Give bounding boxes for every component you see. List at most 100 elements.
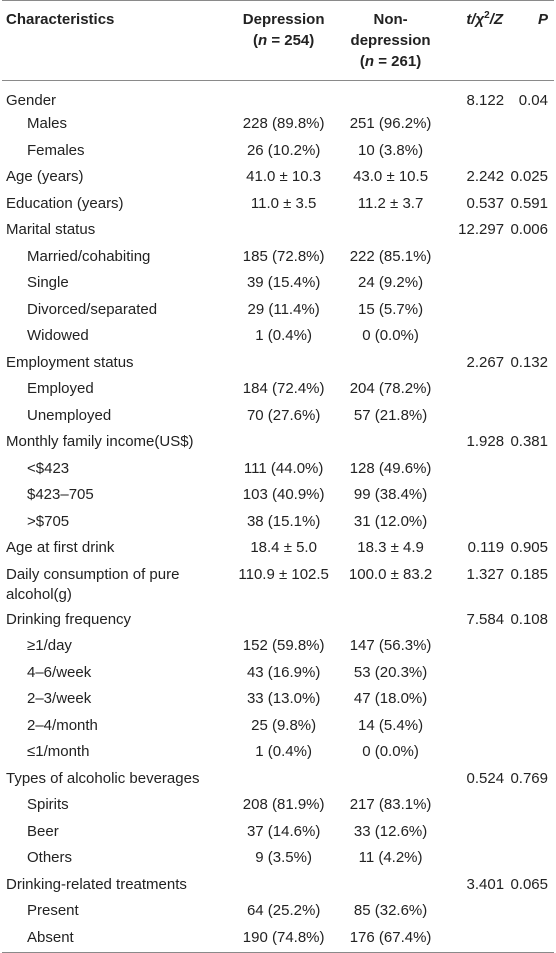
statistic-value (448, 403, 504, 430)
statistic-value (448, 845, 504, 872)
depression-value: 103 (40.9%) (242, 486, 325, 503)
depression-value: 152 (59.8%) (242, 637, 325, 654)
row-label: Beer (27, 822, 59, 840)
table-row: ≥1/day 152 (59.8%) 147 (56.3%) (2, 633, 554, 660)
row-label: ≤1/month (27, 743, 90, 760)
depression-value (234, 217, 333, 244)
p-value (504, 111, 554, 138)
table-row: >$705 38 (15.1%) 31 (12.0%) (2, 509, 554, 536)
depression-value (234, 350, 333, 377)
depression-value: 184 (72.4%) (242, 380, 325, 397)
statistic-value: 7.584 (466, 610, 505, 628)
depression-value: 1 (0.4%) (255, 743, 312, 760)
non-depression-value: 31 (12.0%) (353, 512, 428, 530)
table-row: Absent 190 (74.8%) 176 (67.4%) (2, 925, 554, 953)
statistic-value (448, 456, 504, 483)
p-value (504, 898, 554, 925)
p-value (504, 138, 554, 165)
row-label: 4–6/week (27, 663, 92, 681)
header-statistic-a: t/χ (466, 11, 485, 28)
p-value (504, 925, 554, 953)
p-value: 0.04 (518, 92, 548, 109)
p-value (504, 297, 554, 324)
statistic-value: 3.401 (466, 875, 505, 893)
p-value (504, 739, 554, 766)
table-row: Employed 184 (72.4%) 204 (78.2%) (2, 376, 554, 403)
table-row: Present 64 (25.2%) 85 (32.6%) (2, 898, 554, 925)
statistic-value: 8.122 (466, 92, 505, 109)
non-depression-value: 128 (49.6%) (349, 459, 432, 477)
statistic-value: 2.242 (466, 168, 505, 185)
row-label: Others (27, 849, 73, 866)
depression-value: 25 (9.8%) (251, 716, 317, 734)
row-label: Single (27, 274, 69, 291)
table-row: Spirits 208 (81.9%) 217 (83.1%) (2, 792, 554, 819)
header-non-depression-open: ( (359, 53, 365, 70)
non-depression-value: 204 (78.2%) (349, 380, 432, 397)
statistic-value: 2.267 (466, 353, 505, 371)
row-label: Daily consumption of pure alcohol(g) (6, 565, 180, 603)
p-value (504, 482, 554, 509)
non-depression-value: 43.0 ± 10.5 (353, 168, 429, 185)
header-non-depression-n: n (364, 53, 375, 70)
table-row: Employment status 2.267 0.132 (2, 350, 554, 377)
depression-value: 110.9 ± 102.5 (238, 565, 329, 583)
depression-value (234, 81, 333, 112)
table-row: 4–6/week 43 (16.9%) 53 (20.3%) (2, 660, 554, 687)
header-statistic-sup: 2 (484, 10, 490, 21)
non-depression-value: 147 (56.3%) (349, 637, 432, 654)
table-row: Daily consumption of pure alcohol(g) 110.… (2, 562, 554, 607)
non-depression-value (333, 607, 448, 634)
table-row: Education (years) 11.0 ± 3.5 11.2 ± 3.7 0.5… (2, 191, 554, 218)
statistic-value (448, 660, 504, 687)
depression-value: 190 (74.8%) (242, 928, 325, 946)
table-row: Drinking frequency 7.584 0.108 (2, 607, 554, 634)
p-value (504, 713, 554, 740)
non-depression-value: 176 (67.4%) (349, 928, 432, 946)
non-depression-value: 10 (3.8%) (358, 141, 424, 159)
non-depression-value: 251 (96.2%) (349, 115, 432, 132)
depression-value: 39 (15.4%) (246, 274, 321, 291)
non-depression-value: 53 (20.3%) (353, 663, 428, 681)
non-depression-value: 217 (83.1%) (349, 796, 432, 813)
statistic-value: 12.297 (458, 221, 505, 238)
row-label: Gender (6, 92, 57, 109)
table-row: Types of alcoholic beverages 0.524 0.769 (2, 766, 554, 793)
p-value: 0.132 (510, 353, 548, 371)
non-depression-value: 57 (21.8%) (353, 406, 428, 424)
statistic-value (448, 270, 504, 297)
non-depression-value: 11 (4.2%) (358, 849, 423, 866)
statistic-value: 0.524 (466, 769, 505, 787)
p-value: 0.006 (510, 221, 548, 238)
p-value (504, 686, 554, 713)
non-depression-value: 99 (38.4%) (353, 486, 428, 503)
depression-value: 29 (11.4%) (247, 300, 320, 318)
row-label: Absent (27, 928, 74, 946)
p-value (504, 509, 554, 536)
non-depression-value: 0 (0.0%) (362, 327, 419, 344)
p-value: 0.185 (510, 565, 548, 583)
header-row: Characteristics Depression (n = 254) Non… (2, 0, 554, 81)
header-depression-open: ( (252, 32, 258, 49)
row-label: <$423 (27, 459, 70, 477)
depression-value (234, 429, 333, 456)
table-row: Unemployed 70 (27.6%) 57 (21.8%) (2, 403, 554, 430)
depression-value: 185 (72.8%) (242, 247, 325, 265)
row-label: Divorced/separated (27, 300, 158, 318)
statistic-value (448, 713, 504, 740)
non-depression-value (333, 872, 448, 899)
row-label: ≥1/day (27, 637, 72, 654)
header-p-label: P (537, 11, 548, 28)
table-row: <$423 111 (44.0%) 128 (49.6%) (2, 456, 554, 483)
row-label: $423–705 (27, 486, 94, 503)
p-value (504, 845, 554, 872)
table-row: Age (years) 41.0 ± 10.3 43.0 ± 10.5 2.242 0.… (2, 164, 554, 191)
p-value (504, 244, 554, 271)
p-value (504, 660, 554, 687)
statistic-value (448, 244, 504, 271)
non-depression-value: 222 (85.1%) (349, 247, 432, 265)
header-depression-n: n (257, 32, 268, 49)
table-row: ≤1/month 1 (0.4%) 0 (0.0%) (2, 739, 554, 766)
table-row: Males 228 (89.8%) 251 (96.2%) (2, 111, 554, 138)
